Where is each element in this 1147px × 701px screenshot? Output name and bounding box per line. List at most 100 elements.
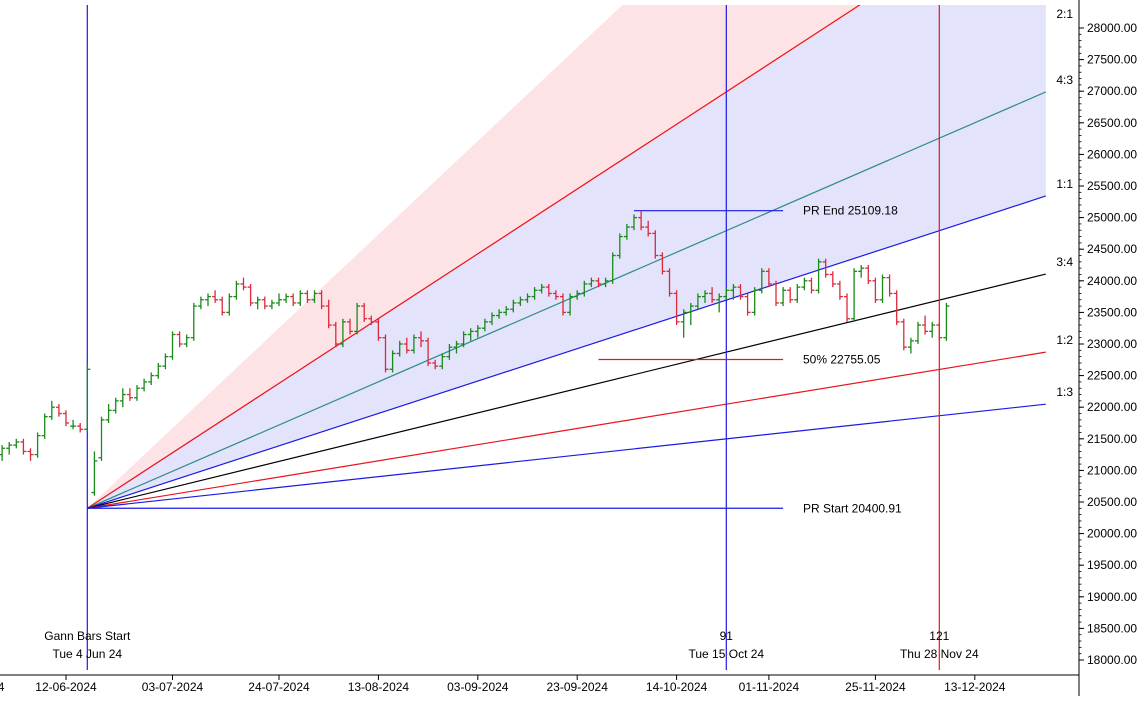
ohlc-bar: [389, 350, 396, 373]
vertical-label-top-1: 91: [720, 629, 734, 643]
y-axis-tick-label: 22000.00: [1087, 400, 1137, 414]
ohlc-bar: [893, 290, 900, 326]
ohlc-bar: [716, 293, 723, 313]
y-axis-tick-label: 26000.00: [1087, 147, 1137, 161]
ohlc-bar: [77, 423, 84, 433]
y-axis-tick-label: 19000.00: [1087, 590, 1137, 604]
x-axis-tick-label: 01-11-2024: [739, 680, 800, 694]
ohlc-bar: [517, 296, 524, 307]
ohlc-bar: [730, 283, 737, 300]
y-axis-tick-label: 18500.00: [1087, 621, 1137, 635]
ohlc-bar: [112, 397, 119, 414]
x-axis-tick-label: 23-05-2024: [0, 680, 5, 694]
ohlc-bar: [645, 220, 652, 237]
vertical-label-top-0: Gann Bars Start: [44, 629, 131, 643]
ohlc-bar: [148, 372, 155, 386]
ohlc-bar: [332, 321, 339, 348]
ohlc-bar: [396, 340, 403, 357]
ohlc-bar: [13, 438, 20, 449]
ohlc-bar: [907, 337, 914, 354]
ohlc-bar: [744, 293, 751, 316]
ohlc-bar: [794, 283, 801, 303]
ohlc-bar: [531, 287, 538, 300]
ohlc-bar: [723, 287, 730, 300]
vertical-label-bottom-0: Tue 4 Jun 24: [52, 647, 122, 661]
y-axis-tick-label: 24000.00: [1087, 274, 1137, 288]
ohlc-bar: [929, 321, 936, 338]
ohlc-bar: [347, 318, 353, 335]
ohlc-bar: [496, 309, 503, 319]
ohlc-bar: [105, 404, 112, 423]
ohlc-bar: [176, 331, 183, 348]
level-label-1: 50% 22755.05: [803, 352, 881, 366]
y-axis-tick-label: 20000.00: [1087, 527, 1137, 541]
x-axis-tick-label: 03-09-2024: [447, 680, 509, 694]
y-axis-tick-label: 28000.00: [1087, 21, 1137, 35]
ohlc-bar: [922, 315, 929, 335]
gann-fan-line-1-2: [87, 351, 1046, 509]
y-axis-tick-label: 24500.00: [1087, 242, 1137, 256]
ohlc-bar: [574, 290, 581, 300]
ohlc-bar: [801, 277, 808, 291]
level-label-2: PR Start 20400.91: [803, 501, 902, 515]
vertical-label-bottom-2: Thu 28 Nov 24: [900, 647, 979, 661]
ohlc-bar: [631, 214, 637, 231]
ohlc-bar: [446, 344, 453, 360]
ohlc-bar: [659, 252, 666, 275]
ohlc-bar: [304, 290, 311, 303]
ohlc-bar: [915, 321, 921, 344]
ohlc-bar: [737, 283, 744, 300]
ohlc-bar: [609, 252, 616, 284]
ohlc-bar: [311, 290, 318, 303]
x-axis-tick-label: 25-11-2024: [845, 680, 906, 694]
ohlc-bar: [815, 258, 822, 294]
ohlc-bar: [666, 268, 673, 297]
ohlc-bar: [325, 299, 332, 329]
y-axis-tick-label: 18000.00: [1087, 653, 1137, 667]
ohlc-bar: [936, 321, 943, 341]
gann-fan-line-1-3: [87, 403, 1046, 509]
vertical-label-top-2: 121: [929, 629, 949, 643]
ohlc-bar: [474, 325, 481, 338]
ohlc-bar: [673, 290, 680, 326]
ohlc-bar: [84, 362, 91, 433]
ohlc-bar: [169, 331, 176, 360]
ohlc-bar: [751, 287, 758, 316]
ohlc-bar: [41, 413, 48, 439]
ohlc-bar: [48, 400, 55, 420]
ohlc-bar: [183, 334, 190, 348]
ohlc-bar: [503, 306, 510, 316]
ohlc-bar: [283, 293, 290, 303]
ohlc-bar: [481, 318, 488, 332]
ohlc-bar: [155, 362, 162, 379]
ohlc-bar: [758, 268, 765, 294]
x-axis-tick-label: 13-08-2024: [348, 680, 410, 694]
ohlc-bar: [361, 302, 368, 322]
ohlc-bar: [297, 290, 304, 307]
gann-fan-line-4-3: [87, 91, 1047, 509]
y-axis-tick-label: 25500.00: [1087, 179, 1137, 193]
ohlc-bar: [616, 233, 623, 259]
ohlc-bar: [560, 293, 566, 316]
ohlc-bar: [900, 318, 907, 351]
vertical-label-bottom-1: Tue 15 Oct 24: [688, 647, 764, 661]
y-axis-tick-label: 19500.00: [1087, 558, 1137, 572]
ohlc-bar: [63, 410, 69, 427]
ohlc-bar: [20, 438, 27, 455]
ohlc-bar: [240, 277, 247, 291]
y-axis-tick-label: 20500.00: [1087, 495, 1137, 509]
ohlc-bar: [432, 359, 439, 370]
y-axis-tick-label: 21000.00: [1087, 463, 1137, 477]
ohlc-bar: [418, 331, 424, 348]
ohlc-bar: [623, 223, 630, 240]
gann-fan-line-3-4: [87, 273, 1046, 509]
ohlc-bar: [687, 302, 694, 326]
fan-fill-steep: [87, 5, 864, 509]
ohlc-bar: [0, 445, 6, 461]
ohlc-bar: [318, 290, 325, 310]
ohlc-bar: [70, 419, 77, 430]
ohlc-bar: [638, 210, 645, 231]
ohlc-bar: [552, 290, 559, 300]
